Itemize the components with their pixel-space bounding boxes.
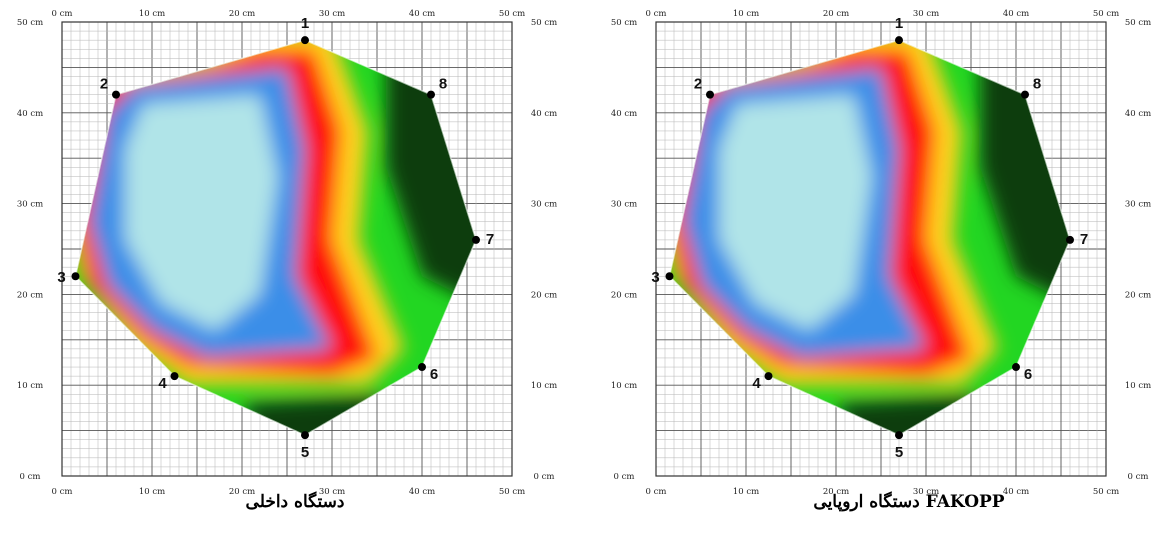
x-tick-label-top: 40 cm	[409, 9, 435, 19]
sensor-point-6	[1012, 363, 1020, 372]
sensor-point-7	[472, 235, 480, 244]
x-tick-label-top: 0 cm	[52, 9, 73, 19]
x-tick-label-bottom: 20 cm	[229, 487, 255, 497]
y-tick-label-right: 50 cm	[531, 18, 557, 28]
y-tick-label-right: 40 cm	[531, 109, 557, 119]
x-tick-label-top: 0 cm	[646, 9, 667, 19]
sensor-label-1: 1	[301, 15, 309, 32]
x-tick-label-top: 50 cm	[1093, 9, 1119, 19]
sensor-point-2	[112, 90, 120, 99]
sensor-point-4	[764, 372, 773, 381]
y-tick-label-left: 20 cm	[611, 290, 637, 300]
y-tick-label-right: 50 cm	[1125, 18, 1151, 28]
sensor-point-8	[427, 90, 435, 99]
sensor-label-3: 3	[57, 269, 65, 286]
sensor-label-5: 5	[301, 444, 309, 461]
y-tick-label-right: 30 cm	[1125, 200, 1151, 210]
tomogram-panel-right: 0 cm 0 cm 10 cm 10 cm 20 cm 20 cm 30 cm 30 cm 40…	[594, 0, 1174, 545]
y-tick-label-left: 10 cm	[17, 381, 43, 391]
y-tick-label-right: 30 cm	[531, 200, 557, 210]
caption-right: دستگاه اروپایی FAKOPP	[813, 492, 1005, 512]
tomogram-panel-left: 0 cm 0 cm 10 cm 10 cm 20 cm 20 cm 30 cm 30 cm 40…	[0, 0, 560, 545]
y-tick-label-right: 40 cm	[1125, 109, 1151, 119]
y-tick-label-left: 40 cm	[17, 109, 43, 119]
y-tick-label-right: 20 cm	[1125, 290, 1151, 300]
sensor-point-7	[1066, 235, 1074, 244]
x-tick-label-top: 30 cm	[913, 9, 939, 19]
y-tick-label-left: 50 cm	[17, 18, 43, 28]
x-tick-label-bottom: 10 cm	[733, 487, 759, 497]
sensor-point-3	[71, 272, 80, 281]
x-tick-label-bottom: 20 cm	[823, 487, 849, 497]
plot-frame	[61, 21, 513, 477]
x-tick-label-bottom: 0 cm	[52, 487, 73, 497]
y-tick-label-right: 20 cm	[531, 290, 557, 300]
x-tick-label-top: 20 cm	[823, 9, 849, 19]
sensor-label-8: 8	[1033, 76, 1041, 93]
x-tick-label-top: 40 cm	[1003, 9, 1029, 19]
sensor-label-1: 1	[895, 15, 903, 32]
x-tick-label-top: 10 cm	[139, 9, 165, 19]
sensor-label-2: 2	[694, 76, 702, 93]
x-tick-label-bottom: 40 cm	[1003, 487, 1029, 497]
sensor-label-5: 5	[895, 444, 903, 461]
sensor-point-6	[418, 363, 426, 372]
x-tick-label-bottom: 50 cm	[499, 487, 525, 497]
x-tick-label-bottom: 40 cm	[409, 487, 435, 497]
y-tick-label-left: 30 cm	[17, 200, 43, 210]
x-tick-label-top: 30 cm	[319, 9, 345, 19]
y-tick-label-right: 10 cm	[1125, 381, 1151, 391]
y-tick-label-left: 10 cm	[611, 381, 637, 391]
y-tick-label-left: 40 cm	[611, 109, 637, 119]
x-tick-label-top: 20 cm	[229, 9, 255, 19]
sensor-label-2: 2	[100, 76, 108, 93]
caption-left: دستگاه داخلی	[245, 492, 345, 512]
plot-frame	[655, 21, 1107, 477]
y-tick-label-left: 0 cm	[614, 472, 635, 482]
sensor-label-4: 4	[752, 375, 761, 392]
sensor-point-1	[895, 36, 903, 45]
sensor-point-5	[301, 431, 309, 440]
sensor-point-8	[1021, 90, 1029, 99]
y-tick-label-right: 0 cm	[1128, 472, 1149, 482]
sensor-point-5	[895, 431, 903, 440]
x-tick-label-bottom: 30 cm	[319, 487, 345, 497]
sensor-label-4: 4	[158, 375, 167, 392]
sensor-label-7: 7	[486, 231, 494, 248]
y-tick-label-left: 0 cm	[20, 472, 41, 482]
x-tick-label-bottom: 10 cm	[139, 487, 165, 497]
y-tick-label-left: 50 cm	[611, 18, 637, 28]
sensor-label-6: 6	[1024, 366, 1032, 383]
sensor-label-8: 8	[439, 76, 447, 93]
sensor-point-1	[301, 36, 309, 45]
sensor-point-4	[170, 372, 179, 381]
y-tick-label-left: 20 cm	[17, 290, 43, 300]
sensor-label-6: 6	[430, 366, 438, 383]
x-tick-label-top: 10 cm	[733, 9, 759, 19]
sensor-label-7: 7	[1080, 231, 1088, 248]
x-tick-label-bottom: 30 cm	[913, 487, 939, 497]
x-tick-label-top: 50 cm	[499, 9, 525, 19]
y-tick-label-right: 10 cm	[531, 381, 557, 391]
y-tick-label-left: 30 cm	[611, 200, 637, 210]
sensor-label-3: 3	[651, 269, 659, 286]
y-tick-label-right: 0 cm	[534, 472, 555, 482]
x-tick-label-bottom: 0 cm	[646, 487, 667, 497]
sensor-point-2	[706, 90, 714, 99]
x-tick-label-bottom: 50 cm	[1093, 487, 1119, 497]
sensor-point-3	[665, 272, 674, 281]
